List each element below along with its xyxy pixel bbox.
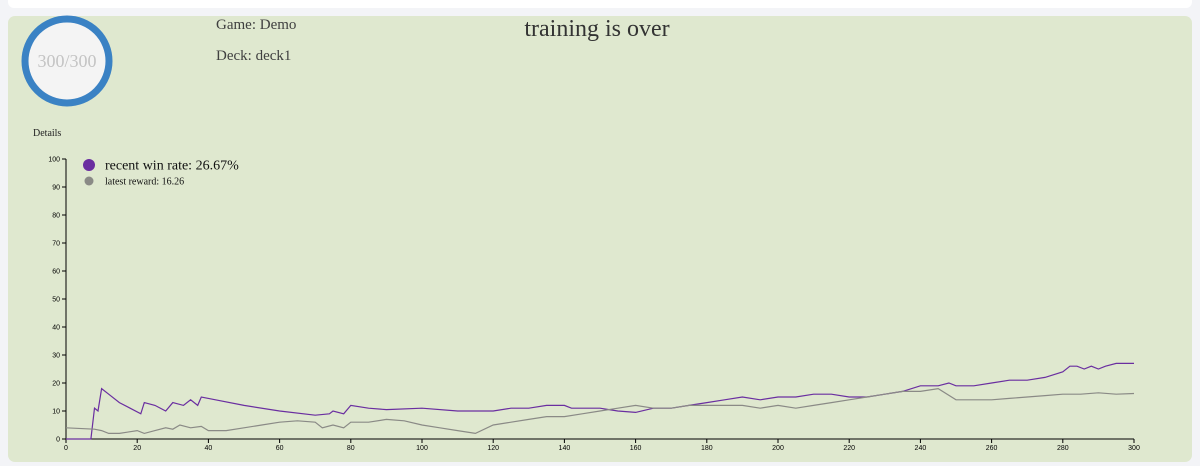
x-tick-label: 200 (772, 445, 784, 452)
y-tick-label: 60 (52, 269, 60, 276)
x-tick-label: 220 (843, 445, 855, 452)
top-card (8, 0, 1192, 8)
series-reward-line (65, 387, 1135, 435)
y-tick-label: 10 (52, 409, 60, 416)
y-tick-label: 40 (52, 325, 60, 332)
legend-marker (83, 159, 95, 171)
x-tick-label: 140 (559, 445, 571, 452)
y-tick-label: 0 (56, 437, 60, 444)
details-label: Details (33, 128, 62, 139)
y-tick-label: 90 (52, 185, 60, 192)
x-tick-label: 300 (1128, 445, 1140, 452)
x-tick-label: 80 (347, 445, 355, 452)
game-label: Game: Demo (216, 17, 297, 33)
x-tick-label: 240 (915, 445, 927, 452)
x-tick-label: 280 (1057, 445, 1069, 452)
y-tick-label: 20 (52, 381, 60, 388)
x-tick-label: 260 (986, 445, 998, 452)
chart-lines (65, 362, 1135, 440)
training-panel (8, 16, 1192, 462)
x-tick-label: 180 (701, 445, 713, 452)
progress-ring-inner (25, 19, 109, 103)
series-win-rate-line (66, 362, 1134, 440)
progress-ring-arc (21, 15, 113, 107)
x-tick-label: 60 (276, 445, 284, 452)
legend-label: recent win rate: 26.67% (105, 159, 239, 174)
progress-label: 300/300 (37, 50, 97, 71)
x-tick-label: 120 (487, 445, 499, 452)
x-tick-label: 160 (630, 445, 642, 452)
y-tick-label: 50 (52, 297, 60, 304)
deck-label: Deck: deck1 (216, 48, 292, 64)
x-tick-label: 20 (133, 445, 141, 452)
y-tick-label: 100 (48, 157, 60, 164)
x-tick-label: 0 (64, 445, 68, 452)
status-title: training is over (524, 16, 670, 42)
legend-marker (84, 176, 94, 186)
chart-axes: 0 10 20 30 40 50 60 70 80 90 100 0 20 40 60 80 100 120 140… (48, 157, 1140, 453)
chart-legend: recent win rate: 26.67% latest reward: 16… (83, 159, 239, 188)
progress-ring (21, 15, 113, 107)
y-tick-label: 70 (52, 241, 60, 248)
x-tick-label: 100 (416, 445, 428, 452)
legend-label: latest reward: 16.26 (105, 177, 184, 188)
y-tick-label: 30 (52, 353, 60, 360)
y-tick-label: 80 (52, 213, 60, 220)
x-tick-label: 40 (205, 445, 213, 452)
